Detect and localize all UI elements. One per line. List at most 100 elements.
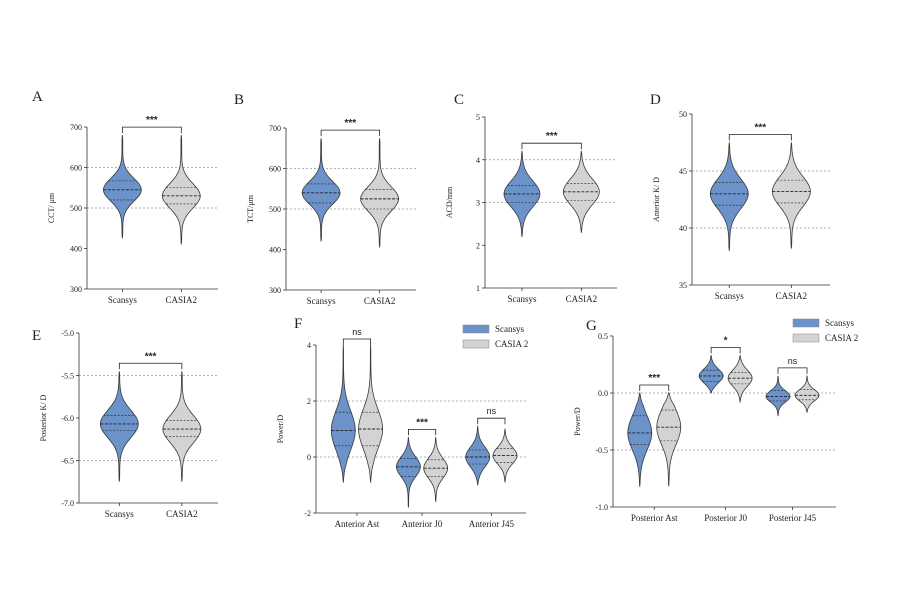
violin-scansys [330, 344, 356, 483]
significance-bracket [477, 417, 506, 425]
y-tick-label: -6.0 [61, 414, 74, 423]
y-tick-label: -6.5 [61, 457, 74, 466]
y-tick-label: 300 [70, 285, 82, 294]
significance-label: * [724, 335, 728, 346]
y-tick-label: -2 [304, 509, 311, 518]
significance-label: *** [754, 123, 766, 134]
panel-c: C 1 2 3 4 5 ACD/mm Scansys CASIA2 *** [445, 92, 617, 304]
legend-swatch-scansys [462, 324, 490, 334]
legend-entry: CASIA 2 [495, 339, 528, 349]
legend-swatch-casia [462, 339, 490, 349]
significance-bracket [408, 429, 437, 436]
significance-label: *** [648, 373, 660, 384]
y-tick-label: 5 [476, 113, 480, 122]
violin-scansys [301, 138, 341, 242]
y-tick-label: -5.0 [61, 329, 74, 338]
panel-e: E -7.0 -6.5 -6.0 -5.5 -5.0 Posterior K/ D Scans… [32, 328, 218, 519]
significance-bracket [728, 134, 792, 141]
y-tick-label: 700 [70, 123, 82, 132]
legend: Scansys CASIA 2 [462, 324, 528, 349]
y-tick-label: 300 [269, 286, 281, 295]
significance-bracket [639, 384, 670, 391]
y-axis-label: ACD/mm [445, 186, 454, 218]
significance-label: *** [416, 417, 428, 428]
x-tick-label: Scansys [507, 294, 536, 304]
violin-scansys [627, 392, 653, 487]
y-tick-label: 2 [307, 397, 311, 406]
y-tick-label: 50 [679, 110, 687, 119]
panel-d: D 35 40 45 50 Anterior K/ D Scansys CASIA2 *** [650, 92, 830, 301]
violin-scansys [698, 354, 724, 394]
y-tick-label: -1.0 [595, 503, 608, 512]
y-tick-label: 40 [679, 224, 687, 233]
x-tick-label: Anterior J0 [402, 519, 443, 529]
y-tick-label: -5.5 [61, 372, 74, 381]
legend-entry: CASIA 2 [825, 333, 858, 343]
legend-swatch-casia [792, 333, 820, 343]
panel-g: G -1.0 -0.5 0.0 0.5 Power/D Posterior Ast Poste… [573, 318, 858, 523]
violin-scansys [99, 371, 139, 482]
panel-letter: A [32, 89, 43, 105]
significance-label: *** [145, 351, 157, 362]
y-axis-label: Anterior K/ D [652, 177, 661, 222]
y-tick-label: 500 [269, 205, 281, 214]
violin-casia [423, 437, 449, 502]
y-tick-label: 45 [679, 167, 687, 176]
y-tick-label: 2 [476, 241, 480, 250]
violin-casia [771, 142, 811, 249]
violin-casia [358, 344, 383, 483]
x-tick-label: Scansys [307, 296, 336, 306]
significance-bracket [777, 367, 808, 374]
x-tick-label: CASIA2 [566, 294, 598, 304]
y-axis-label: TCT/μm [246, 194, 255, 223]
x-tick-label: Posterior J0 [704, 513, 747, 523]
x-tick-label: Scansys [108, 295, 137, 305]
violin-casia [794, 375, 820, 413]
significance-label: ns [788, 356, 798, 366]
y-tick-label: 500 [70, 204, 82, 213]
x-tick-label: Posterior J45 [769, 513, 817, 523]
panel-b: B 300 400 500 600 700 TCT/μm Scansys CASIA2 *** [234, 92, 416, 306]
panel-letter: C [454, 92, 464, 108]
y-tick-label: 0.0 [598, 389, 608, 398]
panel-letter: D [650, 92, 661, 108]
significance-label: *** [146, 115, 158, 126]
significance-label: *** [345, 118, 357, 129]
significance-bracket [521, 142, 582, 150]
x-tick-label: Anterior Ast [335, 519, 380, 529]
significance-label: ns [487, 406, 497, 416]
y-tick-label: 3 [476, 199, 480, 208]
violin-casia [161, 135, 201, 245]
y-tick-label: 1 [476, 284, 480, 293]
significance-label: ns [352, 327, 362, 337]
violin-scansys [765, 375, 791, 417]
violin-scansys [102, 135, 142, 239]
significance-label: *** [546, 131, 558, 142]
legend-entry: Scansys [495, 324, 524, 334]
panel-letter: E [32, 328, 41, 344]
y-tick-label: -0.5 [595, 446, 608, 455]
y-tick-label: 0 [307, 453, 311, 462]
x-tick-label: CASIA2 [166, 509, 198, 519]
significance-bracket [118, 362, 183, 370]
y-tick-label: 4 [476, 156, 480, 165]
y-tick-label: -7.0 [61, 499, 74, 508]
violin-casia [656, 392, 682, 487]
violin-casia [727, 354, 753, 403]
y-tick-label: 700 [269, 124, 281, 133]
x-tick-label: CASIA2 [776, 291, 808, 301]
y-tick-label: 4 [307, 341, 311, 350]
violin-casia [360, 138, 400, 248]
y-axis-label: CCT/ μm [47, 192, 56, 223]
legend-swatch-scansys [792, 318, 820, 328]
significance-bracket [320, 129, 380, 137]
x-tick-label: Anterior J45 [469, 519, 515, 529]
y-tick-label: 0.5 [598, 332, 608, 341]
significance-bracket [710, 346, 741, 354]
legend-entry: Scansys [825, 318, 854, 328]
significance-bracket [121, 126, 182, 134]
panel-letter: F [294, 316, 302, 332]
violin-casia [162, 371, 202, 482]
x-tick-label: Posterior Ast [631, 513, 678, 523]
